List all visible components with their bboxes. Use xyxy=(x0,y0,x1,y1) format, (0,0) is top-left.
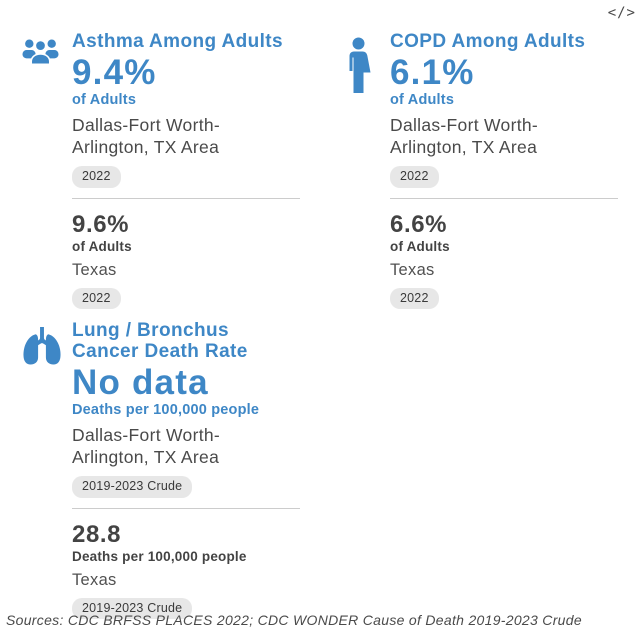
stat-card-asthma: Asthma Among Adults 9.4% of Adults Dalla… xyxy=(22,31,324,309)
primary-value: No data xyxy=(72,363,209,402)
primary-period-badge: 2019-2023 Crude xyxy=(72,476,193,498)
sources-note: Sources: CDC BRFSS PLACES 2022; CDC WOND… xyxy=(6,612,582,628)
comparison-location: Texas xyxy=(72,570,117,589)
comparison-unit: of Adults xyxy=(390,238,450,254)
comparison-period-badge: 2019-2023 Crude xyxy=(72,597,193,619)
comparison-value: 28.8 xyxy=(72,520,122,548)
primary-value: 6.1% xyxy=(390,53,475,92)
divider xyxy=(390,197,618,199)
people-group-icon xyxy=(22,31,72,309)
lungs-icon xyxy=(20,320,72,619)
primary-location: Dallas-Fort Worth- Arlington, TX Area xyxy=(72,425,221,467)
card-title: Lung / Bronchus Cancer Death Rate xyxy=(72,320,248,362)
card-title: COPD Among Adults xyxy=(390,31,586,52)
primary-location: Dallas-Fort Worth- Arlington, TX Area xyxy=(390,115,539,157)
comparison-unit: Deaths per 100,000 people xyxy=(72,548,247,564)
primary-period-badge: 2022 xyxy=(72,166,121,188)
primary-unit: of Adults xyxy=(72,92,137,108)
comparison-location: Texas xyxy=(72,260,117,279)
comparison-period-badge: 2022 xyxy=(72,287,121,309)
card-title: Asthma Among Adults xyxy=(72,31,283,52)
primary-location: Dallas-Fort Worth- Arlington, TX Area xyxy=(72,115,221,157)
primary-period-badge: 2022 xyxy=(390,166,439,188)
primary-unit: of Adults xyxy=(390,92,455,108)
embed-code-icon[interactable]: </> xyxy=(607,5,636,21)
comparison-value: 6.6% xyxy=(390,210,448,238)
comparison-location: Texas xyxy=(390,260,435,279)
comparison-period-badge: 2022 xyxy=(390,287,439,309)
stat-card-lung-cancer: Lung / Bronchus Cancer Death Rate No data… xyxy=(20,320,324,619)
primary-unit: Deaths per 100,000 people xyxy=(72,402,260,418)
primary-value: 9.4% xyxy=(72,53,157,92)
stat-card-copd: COPD Among Adults 6.1% of Adults Dallas-… xyxy=(345,31,641,309)
divider xyxy=(72,197,300,199)
comparison-value: 9.6% xyxy=(72,210,130,238)
comparison-unit: of Adults xyxy=(72,238,132,254)
divider xyxy=(72,507,300,509)
person-icon xyxy=(345,31,390,309)
